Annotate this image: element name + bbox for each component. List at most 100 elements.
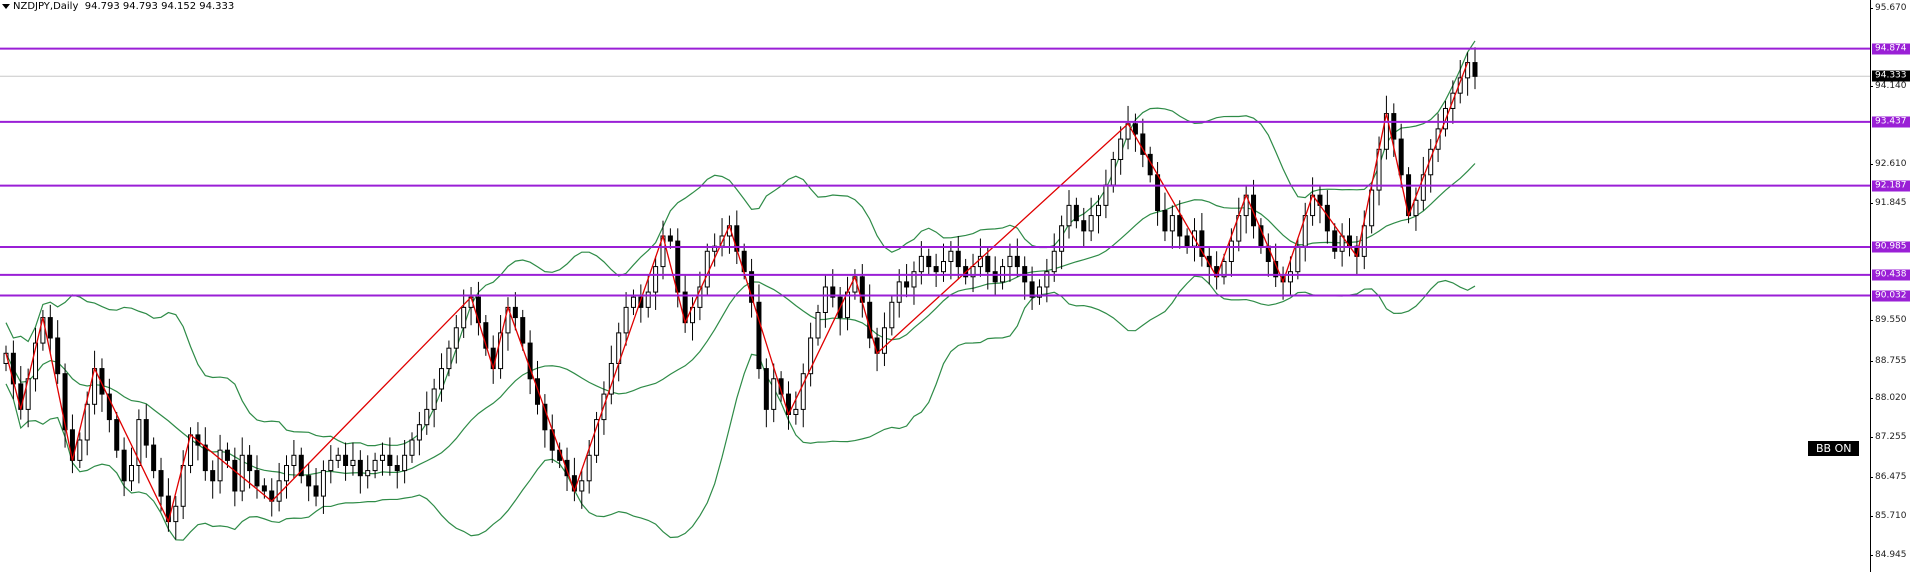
candle-body [128, 464, 134, 482]
candle-body [1059, 225, 1065, 252]
candle-body [114, 419, 120, 451]
candle-body [224, 449, 230, 461]
candle-body [697, 286, 703, 308]
candle-body [1096, 204, 1102, 217]
candle-body [217, 449, 223, 482]
candle-body [985, 255, 991, 273]
candle-body [431, 388, 437, 410]
candle-body [1110, 158, 1116, 186]
candle-body [343, 454, 349, 466]
candle-body [409, 439, 415, 456]
candle-body [630, 296, 636, 308]
candle-body [1066, 204, 1072, 227]
candle-body [202, 444, 208, 472]
candle-body [284, 464, 290, 482]
candle-body [896, 281, 902, 303]
candle-body [594, 419, 600, 456]
candle-body [1228, 240, 1234, 262]
candle-body [675, 240, 681, 293]
candle-body [771, 378, 777, 410]
candle-body [815, 311, 821, 339]
level-price-label: 92.187 [1872, 180, 1910, 192]
candle-body [638, 296, 644, 308]
candle-body [372, 459, 378, 472]
candle-body [911, 271, 917, 288]
candle-body [1287, 271, 1293, 283]
price-tick-label: 92.610 [1870, 159, 1907, 170]
zigzag-line [5, 62, 1469, 524]
candle-body [254, 470, 260, 487]
candle-body [955, 250, 961, 268]
candle-body [941, 260, 947, 273]
candle-body [1051, 250, 1057, 273]
candle-body [904, 281, 910, 288]
candle-body [55, 337, 61, 375]
candle-body [394, 464, 400, 472]
candle-body [402, 454, 408, 472]
candle-body [1036, 286, 1042, 298]
candle-body [62, 373, 68, 431]
candle-body [586, 454, 592, 482]
candle-body [298, 454, 304, 477]
candle-body [1177, 215, 1183, 237]
candle-body [239, 454, 245, 492]
price-chart[interactable] [0, 0, 1870, 572]
candle-body [143, 419, 149, 446]
candle-body [483, 322, 489, 349]
candle-body [918, 255, 924, 273]
candle-body [136, 419, 142, 466]
current-price-label: 94.333 [1872, 70, 1910, 82]
candle-body [1251, 194, 1257, 227]
price-axis[interactable]: 95.670 94.140 92.610 91.845 89.550 88.755 88.0… [1870, 0, 1912, 572]
candle-body [313, 485, 319, 497]
candle-body [948, 250, 954, 262]
candle-body [822, 286, 828, 313]
candle-body [446, 347, 452, 370]
candle-body [84, 403, 90, 441]
candle-body [1391, 113, 1397, 140]
candle-body [763, 368, 769, 410]
candle-body [33, 342, 39, 380]
candle-body [1118, 138, 1124, 160]
candle-body [357, 459, 363, 477]
candle-body [512, 306, 518, 319]
candle-body [276, 480, 282, 502]
candle-body [542, 403, 548, 431]
candle-body [461, 306, 467, 329]
candle-body [416, 424, 422, 441]
bb-upper-line [5, 40, 1476, 447]
candle-body [653, 266, 659, 293]
candle-body [793, 408, 799, 415]
chart-header: NZDJPY,Daily 94.793 94.793 94.152 94.333 [2, 1, 234, 12]
candle-body [1361, 225, 1367, 257]
bb-status-badge[interactable]: BB ON [1808, 441, 1860, 456]
collapse-triangle-icon[interactable] [2, 3, 10, 9]
candle-body [1369, 189, 1375, 227]
candle-body [1140, 133, 1146, 155]
candle-body [306, 475, 312, 487]
candle-body [158, 470, 164, 497]
candle-body [749, 271, 755, 303]
candle-body [1103, 184, 1109, 206]
level-price-label: 90.985 [1872, 241, 1910, 253]
level-price-label: 94.874 [1872, 43, 1910, 55]
candle-body [1332, 230, 1338, 252]
candle-body [498, 332, 504, 370]
candle-body [1081, 220, 1087, 232]
price-tick-label: 88.020 [1870, 393, 1907, 404]
candle-body [645, 291, 651, 308]
candle-body [335, 454, 341, 461]
level-price-label: 90.438 [1872, 269, 1910, 281]
candle-body [232, 459, 238, 492]
candle-body [1398, 138, 1404, 176]
candle-body [210, 470, 216, 482]
candle-body [926, 255, 932, 268]
candle-body [261, 485, 267, 492]
price-tick-label: 94.140 [1870, 81, 1907, 92]
candle-body [47, 317, 53, 339]
candle-body [453, 327, 459, 349]
candle-body [173, 505, 179, 523]
horizontal-levels [0, 47, 1870, 297]
candle-body [1088, 215, 1094, 232]
candle-body [830, 286, 836, 298]
